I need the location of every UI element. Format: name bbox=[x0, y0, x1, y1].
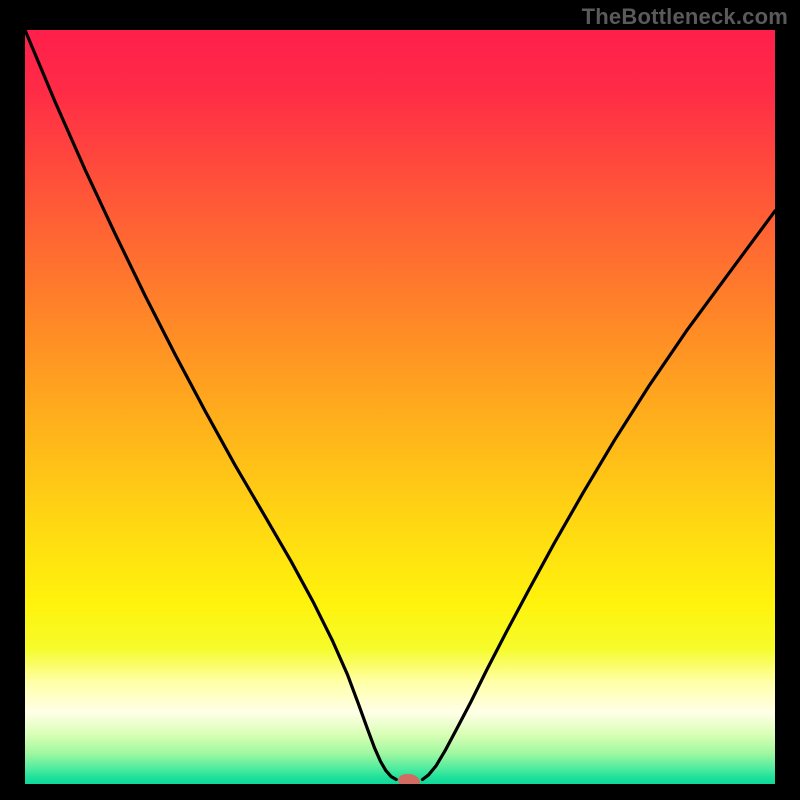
chart-frame: TheBottleneck.com bbox=[0, 0, 800, 800]
watermark-text: TheBottleneck.com bbox=[582, 4, 788, 30]
plot-area bbox=[25, 30, 775, 784]
plot-svg bbox=[25, 30, 775, 784]
gradient-background bbox=[25, 30, 775, 784]
